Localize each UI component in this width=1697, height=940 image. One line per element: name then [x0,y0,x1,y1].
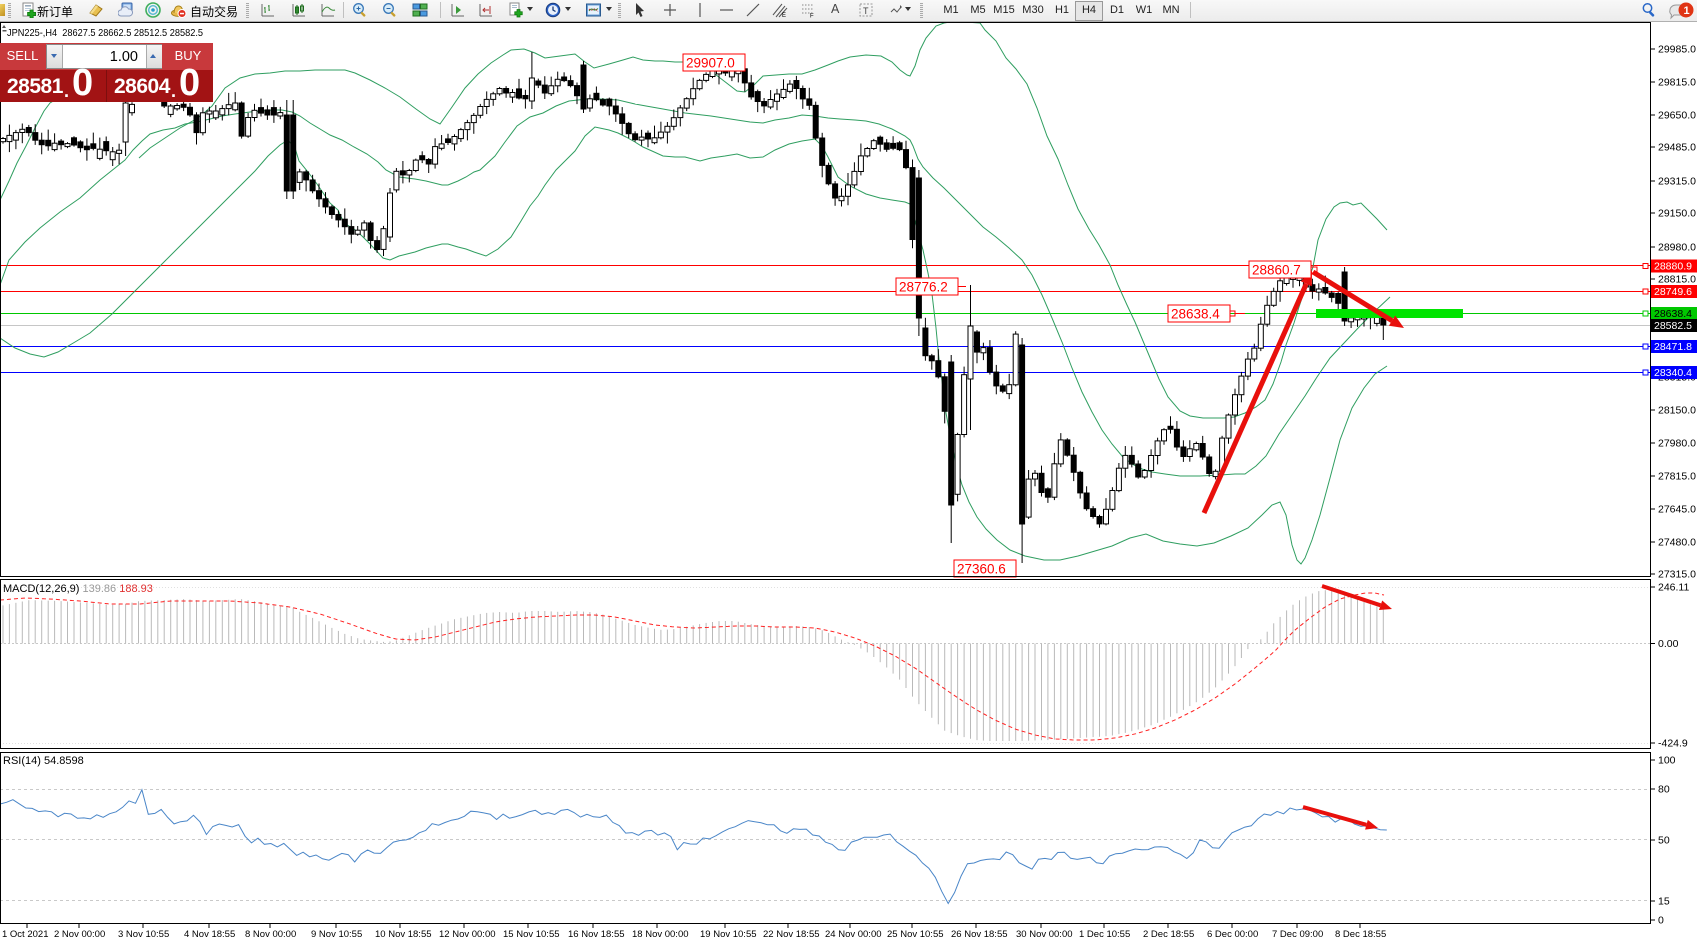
svg-text:15 Nov 10:55: 15 Nov 10:55 [503,929,560,940]
svg-text:F: F [810,14,814,19]
svg-text:8 Dec 18:55: 8 Dec 18:55 [1335,929,1386,940]
svg-text:2 Nov 00:00: 2 Nov 00:00 [54,929,105,940]
svg-text:28815.0: 28815.0 [1658,274,1696,286]
svg-text:24 Nov 00:00: 24 Nov 00:00 [825,929,882,940]
svg-text:27815.0: 27815.0 [1658,471,1696,483]
svg-text:19 Nov 10:55: 19 Nov 10:55 [700,929,757,940]
svg-text:29985.0: 29985.0 [1658,44,1696,56]
svg-text:10 Nov 18:55: 10 Nov 18:55 [375,929,432,940]
svg-text:28880.9: 28880.9 [1654,261,1692,273]
svg-text:28980.0: 28980.0 [1658,242,1696,254]
svg-text:1 Oct 2021: 1 Oct 2021 [2,929,48,940]
svg-text:100: 100 [1658,755,1676,767]
svg-text:28340.4: 28340.4 [1654,367,1692,379]
svg-text:28638.4: 28638.4 [1171,307,1220,322]
svg-text:50: 50 [1658,835,1670,847]
svg-text:18 Nov 00:00: 18 Nov 00:00 [632,929,689,940]
svg-text:29150.0: 29150.0 [1658,208,1696,220]
svg-text:0: 0 [1658,915,1664,927]
svg-text:28582.5: 28582.5 [1654,320,1692,332]
svg-text:6 Dec 00:00: 6 Dec 00:00 [1207,929,1258,940]
svg-text:3 Nov 10:55: 3 Nov 10:55 [118,929,169,940]
svg-text:29485.0: 29485.0 [1658,142,1696,154]
svg-text:9 Nov 10:55: 9 Nov 10:55 [311,929,362,940]
svg-text:27480.0: 27480.0 [1658,537,1696,549]
svg-text:80: 80 [1658,784,1670,796]
svg-text:25 Nov 10:55: 25 Nov 10:55 [887,929,944,940]
svg-text:28860.7: 28860.7 [1252,263,1301,278]
svg-text:28776.2: 28776.2 [899,280,948,295]
svg-text:E: E [782,13,786,18]
svg-text:29315.0: 29315.0 [1658,176,1696,188]
svg-text:27980.0: 27980.0 [1658,438,1696,450]
svg-text:29815.0: 29815.0 [1658,77,1696,89]
svg-text:4 Nov 18:55: 4 Nov 18:55 [184,929,235,940]
svg-text:28638.4: 28638.4 [1654,308,1692,320]
svg-text:-424.9: -424.9 [1658,738,1688,750]
svg-text:12 Nov 00:00: 12 Nov 00:00 [439,929,496,940]
svg-text:16 Nov 18:55: 16 Nov 18:55 [568,929,625,940]
svg-text:28749.6: 28749.6 [1654,286,1692,298]
svg-text:1: 1 [1684,5,1690,17]
svg-text:8 Nov 00:00: 8 Nov 00:00 [245,929,296,940]
svg-text:29907.0: 29907.0 [686,56,735,71]
svg-text:26 Nov 18:55: 26 Nov 18:55 [951,929,1008,940]
svg-text:27645.0: 27645.0 [1658,504,1696,516]
svg-text:246.11: 246.11 [1658,582,1689,594]
svg-text:MACD(12,26,9) 139.86 188.93: MACD(12,26,9) 139.86 188.93 [3,583,153,595]
svg-text:29650.0: 29650.0 [1658,110,1696,122]
svg-text:JPN225-,H4 28627.5 28662.5 28: JPN225-,H4 28627.5 28662.5 28512.5 28582… [7,27,203,39]
svg-text:27315.0: 27315.0 [1658,569,1696,581]
svg-text:1 Dec 10:55: 1 Dec 10:55 [1079,929,1130,940]
svg-text:30 Nov 00:00: 30 Nov 00:00 [1016,929,1073,940]
svg-text:27360.6: 27360.6 [957,562,1006,577]
svg-text:T: T [863,6,869,16]
svg-text:0.00: 0.00 [1658,638,1679,650]
svg-text:28150.0: 28150.0 [1658,405,1696,417]
svg-text:28471.8: 28471.8 [1654,341,1692,353]
svg-text:7 Dec 09:00: 7 Dec 09:00 [1272,929,1323,940]
svg-text:2 Dec 18:55: 2 Dec 18:55 [1143,929,1194,940]
svg-text:15: 15 [1658,896,1670,908]
svg-text:RSI(14) 54.8598: RSI(14) 54.8598 [3,755,84,767]
svg-text:22 Nov 18:55: 22 Nov 18:55 [763,929,820,940]
